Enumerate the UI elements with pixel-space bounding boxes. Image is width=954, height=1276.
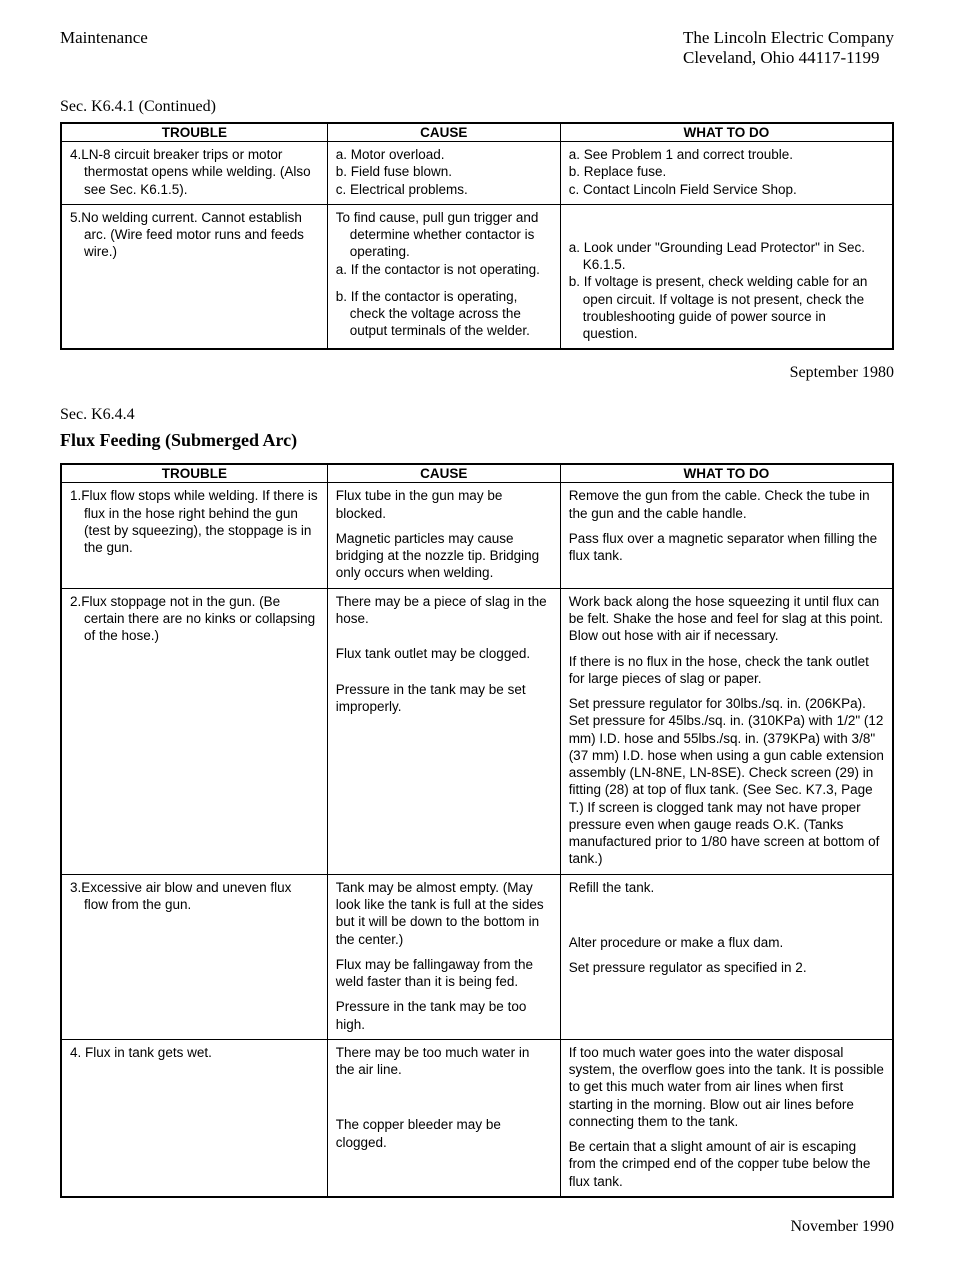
section2-label: Sec. K6.4.4 — [60, 406, 894, 424]
do-item: Set pressure regulator for 30lbs./sq. in… — [569, 695, 884, 868]
trouble-num: 4. — [70, 147, 81, 162]
company-address: Cleveland, Ohio 44117-1199 — [683, 48, 894, 68]
header-right: The Lincoln Electric Company Cleveland, … — [683, 28, 894, 68]
do-item: c. Contact Lincoln Field Service Shop. — [569, 181, 884, 198]
cause-item: c. Electrical problems. — [336, 181, 552, 198]
whattodo-cell: If too much water goes into the water di… — [560, 1039, 893, 1197]
do-item: a. See Problem 1 and correct trouble. — [569, 146, 884, 163]
trouble-text: Flux stoppage not in the gun. (Be certai… — [81, 594, 315, 644]
cause-cell: There may be too much water in the air l… — [327, 1039, 560, 1197]
do-item: Remove the gun from the cable. Check the… — [569, 487, 884, 522]
trouble-cell: 4.LN-8 circuit breaker trips or motor th… — [61, 142, 327, 205]
trouble-text: LN-8 circuit breaker trips or motor ther… — [81, 147, 310, 197]
table-row: 1.Flux flow stops while welding. If ther… — [61, 483, 893, 588]
trouble-num: 2. — [70, 594, 81, 609]
do-item: Alter procedure or make a flux dam. — [569, 934, 884, 951]
col-whattodo-header: WHAT TO DO — [560, 123, 893, 142]
header-left: Maintenance — [60, 28, 148, 68]
do-item: Pass flux over a magnetic separator when… — [569, 530, 884, 565]
cause-item: Flux may be fallingaway from the weld fa… — [336, 956, 552, 991]
cause-item: b. If the contactor is operating, check … — [336, 288, 552, 340]
table-row: 3.Excessive air blow and uneven flux flo… — [61, 874, 893, 1039]
cause-cell: Tank may be almost empty. (May look like… — [327, 874, 560, 1039]
trouble-num: 3. — [70, 880, 81, 895]
trouble-cell: 5.No welding current. Cannot establish a… — [61, 204, 327, 349]
section1-date: September 1980 — [60, 364, 894, 382]
do-item: b. If voltage is present, check welding … — [569, 273, 884, 342]
cause-item: Magnetic particles may cause bridging at… — [336, 530, 552, 582]
cause-item: a. If the contactor is not operating. — [336, 261, 552, 278]
whattodo-cell: a. See Problem 1 and correct trouble. b.… — [560, 142, 893, 205]
whattodo-cell: Remove the gun from the cable. Check the… — [560, 483, 893, 588]
trouble-cell: 2.Flux stoppage not in the gun. (Be cert… — [61, 588, 327, 874]
trouble-num: 5. — [70, 210, 81, 225]
page-header: Maintenance The Lincoln Electric Company… — [60, 28, 894, 68]
col-trouble-header: TROUBLE — [61, 464, 327, 483]
do-item: If too much water goes into the water di… — [569, 1044, 884, 1130]
col-trouble-header: TROUBLE — [61, 123, 327, 142]
table-row: 4.LN-8 circuit breaker trips or motor th… — [61, 142, 893, 205]
cause-cell: To find cause, pull gun trigger and dete… — [327, 204, 560, 349]
trouble-cell: 4. Flux in tank gets wet. — [61, 1039, 327, 1197]
cause-cell: a. Motor overload. b. Field fuse blown. … — [327, 142, 560, 205]
col-whattodo-header: WHAT TO DO — [560, 464, 893, 483]
whattodo-cell: Work back along the hose squeezing it un… — [560, 588, 893, 874]
cause-item: Pressure in the tank may be too high. — [336, 998, 552, 1033]
cause-cell: There may be a piece of slag in the hose… — [327, 588, 560, 874]
trouble-text: Excessive air blow and uneven flux flow … — [81, 880, 291, 912]
whattodo-cell: Refill the tank. Alter procedure or make… — [560, 874, 893, 1039]
col-cause-header: CAUSE — [327, 123, 560, 142]
cause-item: Pressure in the tank may be set improper… — [336, 681, 552, 716]
table-row: 5.No welding current. Cannot establish a… — [61, 204, 893, 349]
trouble-text: Flux flow stops while welding. If there … — [81, 488, 317, 555]
table-header-row: TROUBLE CAUSE WHAT TO DO — [61, 123, 893, 142]
troubleshooting-table-1: TROUBLE CAUSE WHAT TO DO 4.LN-8 circuit … — [60, 122, 894, 350]
cause-item: Flux tank outlet may be clogged. — [336, 645, 552, 662]
cause-item: There may be a piece of slag in the hose… — [336, 593, 552, 628]
cause-item: There may be too much water in the air l… — [336, 1044, 552, 1079]
trouble-cell: 3.Excessive air blow and uneven flux flo… — [61, 874, 327, 1039]
section2-title: Flux Feeding (Submerged Arc) — [60, 430, 894, 451]
cause-item: The copper bleeder may be clogged. — [336, 1116, 552, 1151]
table-row: 4. Flux in tank gets wet. There may be t… — [61, 1039, 893, 1197]
cause-cell: Flux tube in the gun may be blocked. Mag… — [327, 483, 560, 588]
trouble-num: 4. — [70, 1045, 81, 1060]
do-item: Refill the tank. — [569, 879, 884, 896]
cause-intro: To find cause, pull gun trigger and dete… — [336, 209, 552, 261]
whattodo-cell: a. Look under "Grounding Lead Protector"… — [560, 204, 893, 349]
section2-date: November 1990 — [60, 1218, 894, 1236]
section1-label: Sec. K6.4.1 (Continued) — [60, 98, 894, 116]
table-header-row: TROUBLE CAUSE WHAT TO DO — [61, 464, 893, 483]
do-item: Set pressure regulator as specified in 2… — [569, 959, 884, 976]
trouble-cell: 1.Flux flow stops while welding. If ther… — [61, 483, 327, 588]
cause-item: b. Field fuse blown. — [336, 163, 552, 180]
cause-item: Flux tube in the gun may be blocked. — [336, 487, 552, 522]
do-item: Be certain that a slight amount of air i… — [569, 1138, 884, 1190]
do-item: If there is no flux in the hose, check t… — [569, 653, 884, 688]
company-name: The Lincoln Electric Company — [683, 28, 894, 48]
do-item: a. Look under "Grounding Lead Protector"… — [569, 239, 884, 274]
trouble-text: Flux in tank gets wet. — [85, 1045, 212, 1060]
cause-item: a. Motor overload. — [336, 146, 552, 163]
table-row: 2.Flux stoppage not in the gun. (Be cert… — [61, 588, 893, 874]
do-item: Work back along the hose squeezing it un… — [569, 593, 884, 645]
col-cause-header: CAUSE — [327, 464, 560, 483]
cause-item: Tank may be almost empty. (May look like… — [336, 879, 552, 948]
trouble-text: No welding current. Cannot establish arc… — [81, 210, 304, 260]
troubleshooting-table-2: TROUBLE CAUSE WHAT TO DO 1.Flux flow sto… — [60, 463, 894, 1198]
trouble-num: 1. — [70, 488, 81, 503]
do-item: b. Replace fuse. — [569, 163, 884, 180]
